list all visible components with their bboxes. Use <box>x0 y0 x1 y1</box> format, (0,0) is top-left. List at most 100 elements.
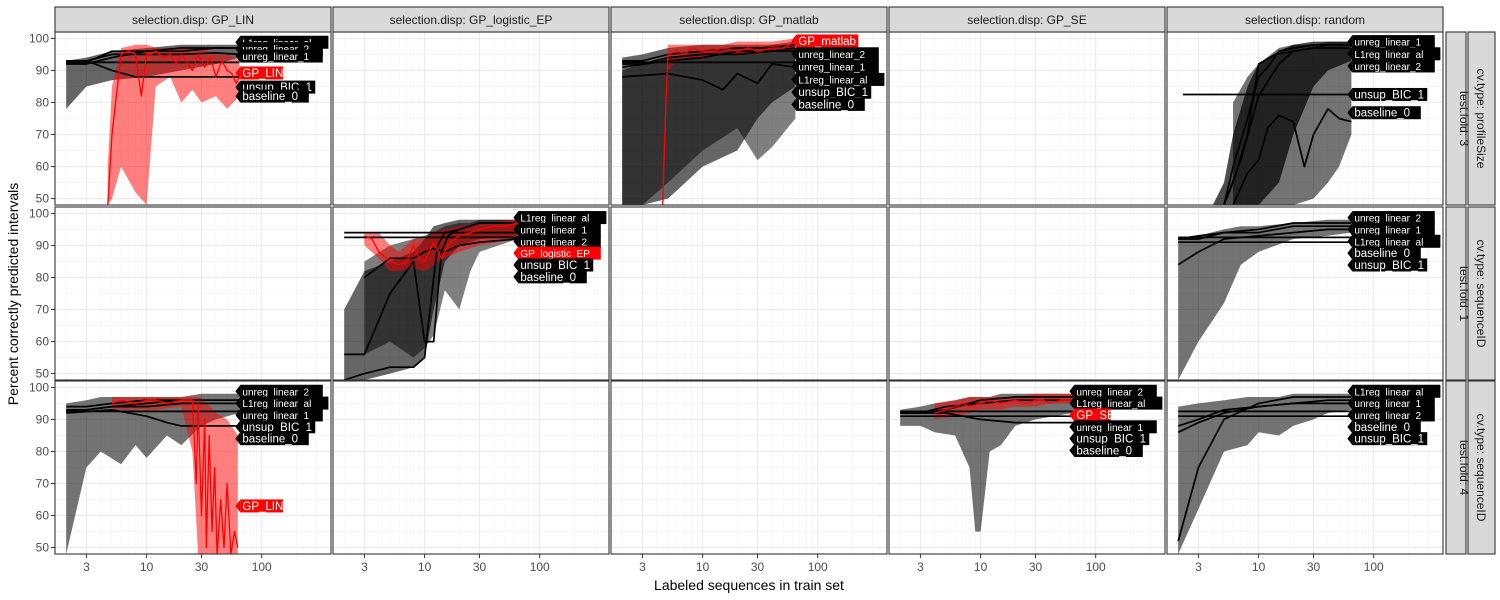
direct-label-baseline_0: baseline_0 <box>1354 422 1410 434</box>
label-box <box>1352 432 1428 446</box>
label-pointer <box>235 384 241 398</box>
y-tick-label: 90 <box>36 412 50 426</box>
label-box <box>518 222 601 236</box>
y-tick-label: 100 <box>29 31 49 45</box>
label-group-2-0: unreg_linear_2L1reg_linear_alunreg_linea… <box>235 384 329 513</box>
label-pointer <box>1347 87 1353 101</box>
x-tick-label: 3 <box>1195 560 1202 574</box>
panel-0-3 <box>889 32 1165 205</box>
label-pointer <box>235 49 241 63</box>
direct-label-GP_matlab: GP_matlab <box>798 36 856 48</box>
direct-label-unreg_linear_2: unreg_linear_2 <box>798 50 865 61</box>
direct-label-L1reg_linear_al: L1reg_linear_al <box>798 75 867 86</box>
series-line-GP_logistic_EP <box>364 222 518 266</box>
label-box <box>518 234 601 248</box>
label-pointer <box>235 80 241 94</box>
direct-label-unsup_BIC_1: unsup_BIC_1 <box>798 87 868 99</box>
panel-content-1-4 <box>1177 219 1352 380</box>
series-line-L1reg_linear_al <box>66 47 240 65</box>
label-pointer <box>1347 211 1353 225</box>
label-group-1-1: L1reg_linear_alunreg_linear_1unreg_linea… <box>513 211 607 284</box>
direct-label-GP_LIN: GP_LIN <box>242 501 283 513</box>
direct-label-GP_logistic_EP: GP_logistic_EP <box>520 249 590 260</box>
y-tick-label: 50 <box>36 367 50 381</box>
label-group-0-2: GP_matlab unreg_linear_2 unreg_linear_1L1r… <box>791 34 885 111</box>
x-tick-label: 3 <box>83 560 90 574</box>
panel-1-3 <box>889 207 1165 380</box>
panel-border <box>888 380 1166 555</box>
label-box <box>1352 106 1421 120</box>
series-line-L1reg_linear_al <box>363 238 518 279</box>
label-box <box>796 85 872 99</box>
label-pointer <box>791 34 797 48</box>
panel-content-0-4 <box>1182 41 1352 205</box>
label-box <box>240 49 323 63</box>
direct-label-unsup_BIC_1: unsup_BIC_1 <box>1354 434 1424 446</box>
direct-label-L1reg_linear_al: L1reg_linear_al <box>1354 50 1423 61</box>
strip-layer: selection.disp: GP_LIN selection.disp: GP… <box>54 6 1496 555</box>
direct-label-L1reg_linear_al: L1reg_linear_al <box>1354 237 1423 248</box>
direct-label-baseline_0: baseline_0 <box>1354 108 1410 120</box>
x-tick-label: 30 <box>473 560 487 574</box>
label-box <box>240 66 284 80</box>
label-pointer <box>1347 432 1353 446</box>
label-box <box>1074 444 1143 458</box>
label-pointer <box>235 432 241 446</box>
ribbon-band <box>66 393 240 554</box>
panel-content-1-1 <box>343 219 518 380</box>
series-line-L1reg_linear_al <box>1177 396 1352 542</box>
panel-2-1 <box>333 381 609 554</box>
panel-border <box>54 380 332 555</box>
panel-1-2 <box>611 207 887 380</box>
label-box <box>1352 408 1435 422</box>
direct-label-baseline_0: baseline_0 <box>242 434 298 446</box>
label-box <box>1352 384 1441 398</box>
label-box <box>1074 384 1157 398</box>
label-pointer <box>791 85 797 99</box>
y-tick-label: 60 <box>36 509 50 523</box>
direct-label-unsup_BIC_1: unsup_BIC_1 <box>242 422 312 434</box>
label-pointer <box>513 222 519 236</box>
column-strip-label: selection.disp: GP_logistic_EP <box>390 13 553 27</box>
direct-label-unreg_linear_2: unreg_linear_2 <box>1354 411 1421 422</box>
y-tick-label: 70 <box>36 303 50 317</box>
row-strip-outer-background <box>1467 206 1496 381</box>
row-strip-outer-background <box>1467 380 1496 555</box>
row-strip-testfold-label: test.fold: 1 <box>1457 266 1471 322</box>
series-line-unsup_BIC_1 <box>622 63 796 91</box>
x-tick-label: 100 <box>1086 560 1106 574</box>
column-strip-background <box>54 6 332 33</box>
x-tick-label: 10 <box>1252 560 1266 574</box>
x-tick-label: 30 <box>751 560 765 574</box>
direct-label-L1reg_linear_al: L1reg_linear_al <box>520 214 589 225</box>
ribbon-band <box>1178 393 1352 554</box>
label-pointer <box>235 408 241 422</box>
row-strip-testfold-label: test.fold: 3 <box>1457 91 1471 147</box>
label-box <box>518 211 607 225</box>
label-box <box>518 258 594 272</box>
label-pointer <box>1069 408 1075 422</box>
panel-border <box>332 380 610 555</box>
panel-border <box>54 206 332 381</box>
label-box <box>240 420 316 434</box>
y-tick-label: 90 <box>36 238 50 252</box>
label-box <box>1352 420 1421 434</box>
series-line-unreg_linear_1 <box>1223 43 1352 205</box>
y-axis-title: Percent correctly predicted intervals <box>5 183 21 406</box>
panel-2-2 <box>611 381 887 554</box>
label-box <box>1074 396 1163 410</box>
direct-label-unreg_linear_1: unreg_linear_1 <box>242 411 309 422</box>
direct-label-L1reg_linear_al: L1reg_linear_al <box>1354 387 1423 398</box>
panel-0-1 <box>333 32 609 205</box>
direct-label-unreg_linear_1: unreg_linear_1 <box>1354 38 1421 49</box>
label-pointer <box>235 420 241 434</box>
ribbon-band <box>662 38 796 205</box>
ribbon-band <box>900 393 1074 532</box>
row-strip-cvtype-label: cv.type: sequenceID <box>1474 240 1488 348</box>
label-box <box>796 60 879 74</box>
direct-label-L1reg_linear_al: L1reg_linear_al <box>242 399 311 410</box>
panel-border <box>1166 380 1444 555</box>
series-line-unsup_BIC_1 <box>66 59 240 78</box>
label-pointer <box>1347 35 1353 49</box>
direct-label-unreg_linear_2: unreg_linear_2 <box>1354 214 1421 225</box>
